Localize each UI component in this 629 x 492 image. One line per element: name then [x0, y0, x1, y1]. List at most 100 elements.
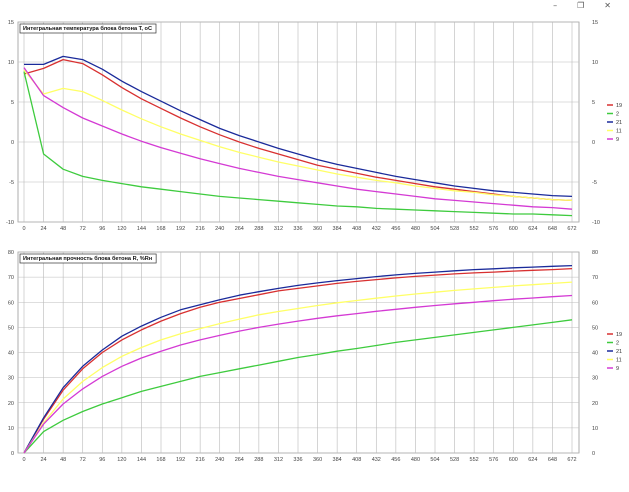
x-tick-label: 192: [176, 457, 185, 463]
series-line-21: [24, 55, 573, 198]
y-tick-label-left: 50: [8, 325, 14, 331]
series-line-19: [23, 58, 573, 202]
x-tick-label: 600: [509, 226, 518, 232]
y-tick-label-right: 0: [592, 140, 595, 146]
series-line-9: [23, 67, 573, 210]
legend-label-2: 2: [616, 341, 619, 347]
x-tick-label: 120: [117, 457, 126, 463]
chart-title: Интегральная прочность блока бетона R, %…: [23, 255, 152, 262]
x-tick-label: 624: [528, 226, 537, 232]
x-tick-label: 552: [470, 457, 479, 463]
legend-label-19: 19: [616, 103, 622, 109]
x-tick-label: 600: [509, 457, 518, 463]
window-controls: – ❐ ✕: [553, 0, 611, 12]
x-tick-label: 144: [137, 457, 146, 463]
legend-label-19: 19: [616, 332, 622, 338]
chart-title-box: [19, 23, 157, 34]
y-tick-label-left: 10: [8, 60, 14, 66]
series-line-2: [23, 319, 573, 454]
x-tick-label: 144: [137, 226, 146, 232]
y-tick-label-left: 30: [8, 376, 14, 382]
legend-label-2: 2: [616, 112, 619, 118]
y-tick-label-right: 20: [592, 401, 598, 407]
x-tick-label: 288: [254, 226, 263, 232]
x-tick-label: 192: [176, 226, 185, 232]
y-tick-label-left: 60: [8, 300, 14, 306]
y-tick-label-left: 70: [8, 275, 14, 281]
series-line-11: [23, 69, 573, 202]
x-tick-label: 312: [274, 457, 283, 463]
y-tick-label-right: 10: [592, 426, 598, 432]
y-tick-label-right: 80: [592, 250, 598, 256]
y-tick-label-left: 10: [8, 426, 14, 432]
y-tick-label-left: -5: [9, 180, 14, 186]
y-tick-label-right: 5: [592, 100, 595, 106]
x-tick-label: 24: [41, 226, 47, 232]
close-icon[interactable]: ✕: [604, 1, 611, 10]
y-tick-label-left: 20: [8, 401, 14, 407]
x-tick-label: 624: [528, 457, 537, 463]
y-tick-label-right: 0: [592, 451, 595, 457]
x-tick-label: 456: [391, 457, 400, 463]
x-tick-label: 48: [60, 457, 66, 463]
x-tick-label: 384: [333, 226, 342, 232]
series-line-11: [23, 281, 573, 454]
x-tick-label: 672: [567, 457, 576, 463]
x-tick-label: 240: [215, 226, 224, 232]
x-tick-label: 72: [80, 457, 86, 463]
x-tick-label: 456: [391, 226, 400, 232]
x-tick-label: 240: [215, 457, 224, 463]
y-tick-label-right: 10: [592, 60, 598, 66]
x-tick-label: 408: [352, 226, 361, 232]
x-tick-label: 648: [548, 226, 557, 232]
legend-label-21: 21: [616, 120, 622, 126]
y-tick-label-left: 15: [8, 20, 14, 26]
y-tick-label-left: -10: [6, 220, 14, 226]
legend-label-9: 9: [616, 366, 619, 372]
legend-label-11: 11: [616, 129, 622, 135]
legend-label-9: 9: [616, 137, 619, 143]
minimize-icon[interactable]: –: [553, 1, 558, 10]
series-line-9: [23, 294, 573, 454]
x-tick-label: 408: [352, 457, 361, 463]
x-tick-label: 576: [489, 457, 498, 463]
x-tick-label: 264: [235, 226, 244, 232]
y-tick-label-left: 5: [11, 100, 14, 106]
x-tick-label: 528: [450, 226, 459, 232]
x-tick-label: 528: [450, 457, 459, 463]
x-tick-label: 360: [313, 457, 322, 463]
y-tick-label-left: 40: [8, 351, 14, 357]
x-tick-label: 672: [567, 226, 576, 232]
x-tick-label: 504: [430, 226, 439, 232]
x-tick-label: 0: [22, 457, 25, 463]
y-tick-label-right: 15: [592, 20, 598, 26]
x-tick-label: 216: [196, 457, 205, 463]
x-tick-label: 48: [60, 226, 66, 232]
x-tick-label: 96: [99, 226, 105, 232]
x-tick-label: 432: [372, 226, 381, 232]
x-tick-label: 432: [372, 457, 381, 463]
y-tick-label-right: 40: [592, 351, 598, 357]
x-tick-label: 480: [411, 226, 420, 232]
y-tick-label-right: -10: [592, 220, 600, 226]
chart-1: 0 24 48 72 96 120 144 168 192 216 240 264 288 312 336 3…: [6, 20, 622, 232]
y-tick-label-left: 80: [8, 250, 14, 256]
x-tick-label: 360: [313, 226, 322, 232]
x-tick-label: 264: [235, 457, 244, 463]
x-tick-label: 72: [80, 226, 86, 232]
x-tick-label: 504: [430, 457, 439, 463]
y-tick-label-right: 60: [592, 300, 598, 306]
x-tick-label: 168: [156, 226, 165, 232]
x-tick-label: 120: [117, 226, 126, 232]
restore-icon[interactable]: ❐: [577, 1, 585, 10]
x-tick-label: 216: [196, 226, 205, 232]
x-tick-label: 96: [99, 457, 105, 463]
x-tick-label: 576: [489, 226, 498, 232]
series-line-2: [23, 71, 573, 217]
y-tick-label-right: 70: [592, 275, 598, 281]
y-tick-label-right: 50: [592, 325, 598, 331]
x-tick-label: 168: [156, 457, 165, 463]
chart-title-box: [19, 253, 157, 264]
legend-label-21: 21: [616, 349, 622, 355]
